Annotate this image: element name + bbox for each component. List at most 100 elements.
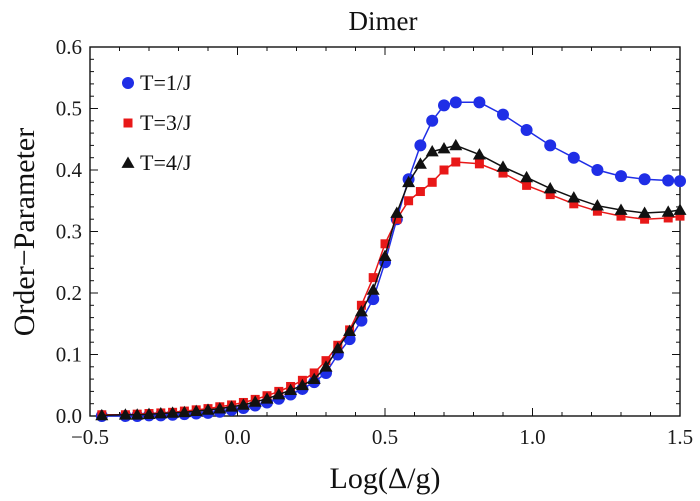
- data-point: [343, 324, 357, 337]
- y-tick-label: 0.1: [56, 343, 82, 367]
- data-point: [201, 403, 215, 415]
- data-point: [225, 400, 239, 412]
- data-point: [366, 283, 380, 295]
- data-point: [661, 205, 675, 217]
- plot-frame: [89, 46, 681, 417]
- series-layer: [95, 96, 687, 422]
- data-point: [591, 164, 604, 176]
- data-point: [638, 173, 651, 186]
- data-point: [472, 148, 486, 160]
- data-point: [592, 206, 602, 216]
- legend-item: T=4/J: [121, 150, 192, 175]
- data-point: [355, 314, 368, 327]
- legend-label: T=1/J: [140, 70, 192, 95]
- data-point: [590, 199, 604, 211]
- series-1: [95, 96, 686, 422]
- data-point: [368, 273, 378, 283]
- data-point: [545, 190, 555, 200]
- y-tick-label: 0.0: [56, 404, 82, 428]
- data-point: [354, 304, 368, 317]
- y-axis-title: Order−Parameter: [8, 128, 41, 336]
- data-point: [614, 203, 628, 215]
- data-point: [378, 249, 392, 261]
- data-point: [498, 168, 508, 178]
- data-point: [118, 408, 132, 420]
- data-point: [260, 392, 274, 404]
- data-point: [496, 160, 510, 172]
- data-point: [426, 114, 439, 127]
- chart-title: Dimer: [349, 6, 418, 36]
- x-tick-label: 0.0: [224, 425, 250, 449]
- y-tick-label: 0.5: [56, 97, 82, 121]
- data-point: [272, 387, 286, 400]
- legend: T=1/J T=3/J T=4/J: [121, 70, 192, 175]
- data-point: [473, 96, 486, 109]
- data-point: [615, 170, 627, 183]
- data-point: [449, 96, 462, 109]
- data-point: [640, 214, 650, 224]
- series-line: [101, 161, 681, 416]
- data-point: [392, 214, 402, 224]
- data-point: [439, 165, 449, 175]
- data-point: [319, 360, 333, 372]
- data-point: [520, 124, 533, 137]
- data-point: [663, 213, 673, 223]
- data-point: [638, 206, 652, 218]
- legend-marker: [121, 156, 135, 168]
- data-point: [142, 407, 156, 420]
- data-point: [451, 157, 461, 167]
- data-point: [497, 108, 509, 121]
- data-point: [248, 395, 262, 407]
- series-2: [97, 157, 685, 420]
- x-tick-label: 1.5: [667, 425, 693, 449]
- data-point: [166, 406, 180, 418]
- legend-item: T=3/J: [123, 110, 192, 135]
- axes: −0.5 0.0 0.5 1.0 1.50.00.10.20.30.40.50.6: [56, 35, 693, 449]
- data-point: [522, 180, 532, 190]
- data-point: [543, 181, 557, 194]
- data-point: [437, 141, 451, 154]
- data-point: [673, 203, 687, 215]
- y-tick-label: 0.2: [56, 281, 82, 305]
- legend-marker: [123, 118, 133, 128]
- data-point: [425, 145, 439, 157]
- legend-marker: [122, 77, 134, 89]
- data-point: [674, 175, 686, 188]
- data-point: [189, 404, 203, 416]
- data-point: [307, 372, 321, 384]
- series-line: [101, 144, 681, 417]
- data-point: [213, 402, 227, 414]
- data-point: [567, 191, 581, 203]
- data-point: [662, 174, 675, 187]
- y-tick-label: 0.6: [56, 35, 82, 59]
- legend-label: T=4/J: [140, 150, 192, 175]
- y-tick-label: 0.4: [56, 158, 83, 182]
- data-point: [367, 293, 380, 306]
- data-point: [415, 187, 425, 197]
- data-point: [284, 383, 298, 396]
- data-point: [474, 159, 484, 169]
- legend-label: T=3/J: [140, 110, 192, 135]
- data-point: [616, 211, 626, 221]
- data-point: [380, 239, 390, 249]
- data-point: [569, 199, 579, 209]
- data-point: [544, 139, 557, 152]
- data-point: [413, 157, 427, 169]
- data-point: [567, 151, 580, 164]
- data-point: [414, 139, 427, 152]
- data-point: [402, 175, 416, 188]
- data-point: [404, 196, 414, 206]
- data-point: [130, 408, 144, 420]
- x-tick-label: −0.5: [71, 425, 109, 449]
- series-3: [95, 138, 687, 421]
- data-point: [295, 378, 309, 391]
- x-axis-title: Log(Δ/g): [330, 462, 441, 495]
- data-point: [390, 206, 404, 218]
- data-point: [427, 177, 437, 187]
- legend-item: T=1/J: [122, 70, 192, 95]
- x-tick-label: 0.5: [372, 425, 398, 449]
- data-point: [675, 211, 685, 221]
- data-point: [177, 405, 191, 418]
- data-point: [520, 170, 534, 183]
